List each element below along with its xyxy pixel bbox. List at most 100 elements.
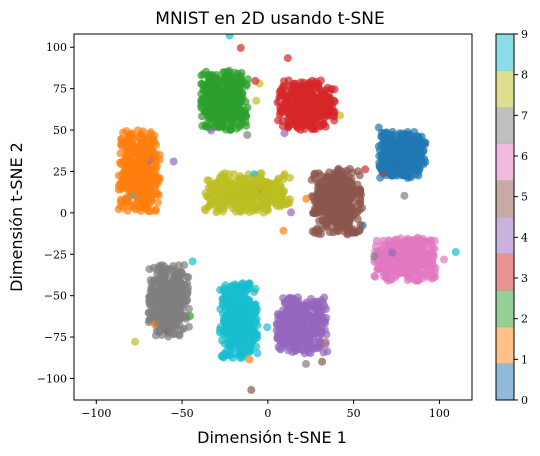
scatter-point-9 [225, 34, 234, 40]
scatter-point-3 [296, 97, 305, 106]
scatter-point-0 [380, 129, 388, 138]
scatter-point-4 [304, 322, 313, 331]
scatter-point-9 [252, 329, 261, 338]
scatter-point-5 [354, 199, 363, 208]
scatter-point-7 [177, 325, 186, 334]
scatter-point-6 [391, 265, 400, 274]
scatter-point-5 [318, 357, 327, 366]
scatter-point-3 [287, 84, 296, 93]
scatter-point-1 [131, 205, 140, 214]
scatter-point-9 [251, 284, 260, 293]
y-axis-ticks: −100 −75 −50 −25 0 25 50 75 100 [37, 41, 74, 385]
scatter-point-7 [370, 252, 379, 261]
scatter-point-7 [157, 297, 166, 306]
scatter-point-5 [324, 173, 333, 182]
scatter-point-7 [178, 289, 187, 298]
scatter-point-4 [321, 319, 329, 328]
scatter-point-9 [222, 330, 231, 338]
scatter-point-6 [416, 240, 425, 249]
colorbar: 0 1 2 3 4 5 6 7 8 9 [495, 28, 528, 407]
scatter-point-9 [253, 349, 262, 358]
scatter-point-6 [424, 252, 433, 260]
scatter-point-8 [131, 337, 139, 346]
scatter-point-1 [141, 155, 150, 164]
scatter-point-6 [410, 245, 419, 254]
scatter-point-9 [263, 323, 272, 332]
scatter-point-6 [383, 261, 392, 270]
scatter-point-4 [289, 321, 298, 330]
scatter-point-6 [401, 269, 410, 277]
scatter-point-6 [416, 266, 425, 274]
scatter-point-0 [377, 153, 386, 162]
scatter-point-7 [147, 301, 156, 310]
scatter-point-1 [117, 139, 126, 148]
scatter-point-1 [154, 198, 162, 207]
scatter-point-8 [240, 176, 249, 184]
scatter-point-2 [238, 89, 247, 98]
scatter-point-4 [291, 337, 300, 346]
scatter-point-0 [379, 165, 388, 174]
scatter-point-1 [117, 160, 125, 168]
scatter-point-5 [326, 187, 335, 196]
scatter-point-3 [361, 165, 370, 174]
scatter-point-1 [127, 183, 136, 192]
scatter-point-8 [245, 185, 254, 194]
scatter-point-2 [243, 75, 252, 84]
scatter-point-3 [283, 54, 292, 63]
y-tick-label: 0 [60, 207, 67, 220]
plot-frame [73, 33, 473, 401]
scatter-point-3 [236, 43, 245, 52]
colorbar-segment-7 [496, 107, 514, 145]
scatter-point-2 [235, 113, 244, 122]
scatter-point-7 [172, 292, 180, 301]
scatter-point-5 [353, 167, 362, 176]
scatter-point-7 [175, 276, 184, 285]
scatter-point-1 [123, 197, 132, 206]
scatter-point-2 [206, 94, 215, 103]
scatter-point-9 [233, 334, 242, 343]
scatter-point-0 [406, 143, 414, 152]
scatter-point-4 [275, 324, 284, 333]
scatter-point-4 [318, 306, 327, 314]
scatter-point-7 [302, 359, 310, 368]
scatter-point-2 [227, 95, 236, 104]
scatter-point-3 [324, 101, 333, 110]
scatter-point-7 [164, 298, 173, 307]
scatter-point-5 [355, 227, 364, 236]
scatter-point-8 [223, 177, 232, 186]
scatter-point-1 [116, 149, 125, 158]
scatter-point-7 [400, 191, 409, 200]
scatter-point-2 [220, 104, 228, 113]
y-tick-label: −25 [44, 248, 67, 261]
scatter-point-8 [204, 202, 213, 211]
scatter-point-1 [147, 194, 156, 203]
scatter-point-2 [234, 69, 242, 78]
scatter-point-2 [220, 68, 229, 77]
scatter-point-4 [280, 129, 289, 138]
scatter-point-2 [213, 93, 222, 102]
scatter-point-2 [202, 122, 210, 131]
scatter-point-1 [140, 191, 148, 200]
scatter-point-3 [289, 112, 298, 121]
scatter-point-9 [232, 325, 241, 334]
scatter-point-4 [300, 305, 309, 314]
scatter-point-0 [399, 161, 408, 170]
scatter-point-5 [354, 188, 363, 197]
scatter-point-8 [237, 206, 246, 215]
scatter-point-5 [247, 385, 256, 394]
scatter-point-8 [243, 195, 252, 204]
scatter-point-7 [159, 261, 168, 270]
scatter-point-2 [229, 115, 238, 123]
scatter-point-9 [217, 336, 226, 345]
scatter-point-0 [417, 141, 426, 150]
scatter-point-2 [205, 85, 214, 93]
scatter-point-5 [315, 181, 324, 190]
scatter-point-4 [282, 299, 291, 308]
scatter-point-9 [224, 340, 233, 349]
scatter-point-8 [207, 192, 216, 201]
y-tick-label: 50 [53, 124, 67, 137]
colorbar-segment-6 [496, 143, 514, 181]
scatter-point-3 [323, 110, 332, 119]
scatter-point-6 [423, 259, 432, 268]
scatter-point-7 [145, 293, 154, 301]
